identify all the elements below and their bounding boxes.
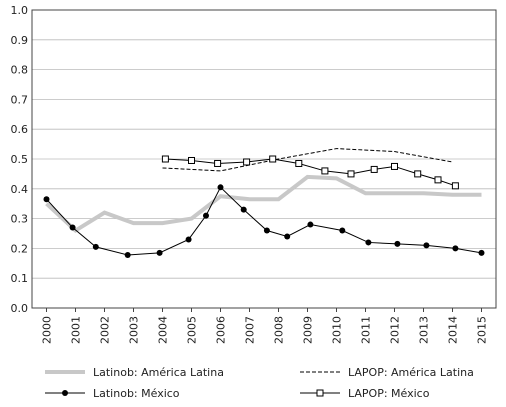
point xyxy=(124,251,131,258)
point xyxy=(365,239,372,246)
x-tick-label: 2005 xyxy=(186,316,199,344)
x-tick-label: 2012 xyxy=(389,316,402,344)
x-tick-label: 2011 xyxy=(360,316,373,344)
x-tick-label: 2008 xyxy=(273,316,286,344)
x-tick-label: 2014 xyxy=(447,316,460,344)
x-tick-label: 2009 xyxy=(302,316,315,344)
y-tick-label: 1.0 xyxy=(11,4,29,17)
x-tick-label: 2001 xyxy=(70,316,83,344)
point xyxy=(240,206,247,213)
y-tick-label: 0.6 xyxy=(11,123,29,136)
legend-label: LAPOP: América Latina xyxy=(348,366,474,379)
y-tick-label: 0.7 xyxy=(11,93,29,106)
x-tick-label: 2010 xyxy=(331,316,344,344)
y-tick-label: 0.0 xyxy=(11,302,29,315)
y-tick-label: 0.1 xyxy=(11,272,29,285)
series-line xyxy=(165,158,456,187)
x-tick-label: 2002 xyxy=(99,316,112,344)
point xyxy=(43,196,50,203)
series-line xyxy=(45,174,482,234)
y-tick-label: 0.8 xyxy=(11,64,29,77)
point xyxy=(321,167,329,175)
y-tick-label: 0.2 xyxy=(11,242,29,255)
point xyxy=(347,170,355,178)
x-tick-label: 2004 xyxy=(157,316,170,344)
x-tick-label: 2007 xyxy=(244,316,257,344)
y-tick-label: 0.5 xyxy=(11,153,29,166)
plot-frame xyxy=(31,9,497,309)
y-tick-label: 0.3 xyxy=(11,213,29,226)
point xyxy=(391,162,398,170)
series-line xyxy=(46,186,482,256)
point xyxy=(295,159,303,167)
point xyxy=(185,236,192,243)
point xyxy=(434,176,442,184)
point xyxy=(161,155,169,163)
point xyxy=(156,249,163,256)
point xyxy=(263,227,270,234)
x-tick-label: 2003 xyxy=(128,316,141,344)
x-tick-label: 2015 xyxy=(476,316,489,344)
point xyxy=(243,158,251,166)
x-tick-label: 2006 xyxy=(215,316,228,344)
point xyxy=(269,155,277,163)
point xyxy=(188,156,195,164)
point xyxy=(394,240,401,247)
y-tick-label: 0.4 xyxy=(11,183,29,196)
x-tick-label: 2013 xyxy=(418,316,431,344)
point xyxy=(217,184,224,191)
point xyxy=(307,221,314,228)
legend-marker xyxy=(62,390,68,396)
point xyxy=(69,224,76,231)
point xyxy=(451,182,459,190)
legend-label: Latinob: México xyxy=(93,387,180,400)
point xyxy=(284,233,291,240)
point xyxy=(414,170,422,178)
point xyxy=(478,249,485,256)
legend-label: LAPOP: México xyxy=(348,387,430,400)
legend-marker xyxy=(316,389,324,397)
x-tick-label: 2000 xyxy=(41,316,54,344)
point xyxy=(423,242,430,249)
point xyxy=(370,165,378,173)
legend-label: Latinob: América Latina xyxy=(93,366,224,379)
point xyxy=(452,245,459,252)
point xyxy=(339,227,346,234)
point xyxy=(214,159,222,167)
point xyxy=(92,243,99,250)
y-tick-label: 0.9 xyxy=(11,34,29,47)
point xyxy=(203,212,209,219)
series-line xyxy=(162,148,453,172)
